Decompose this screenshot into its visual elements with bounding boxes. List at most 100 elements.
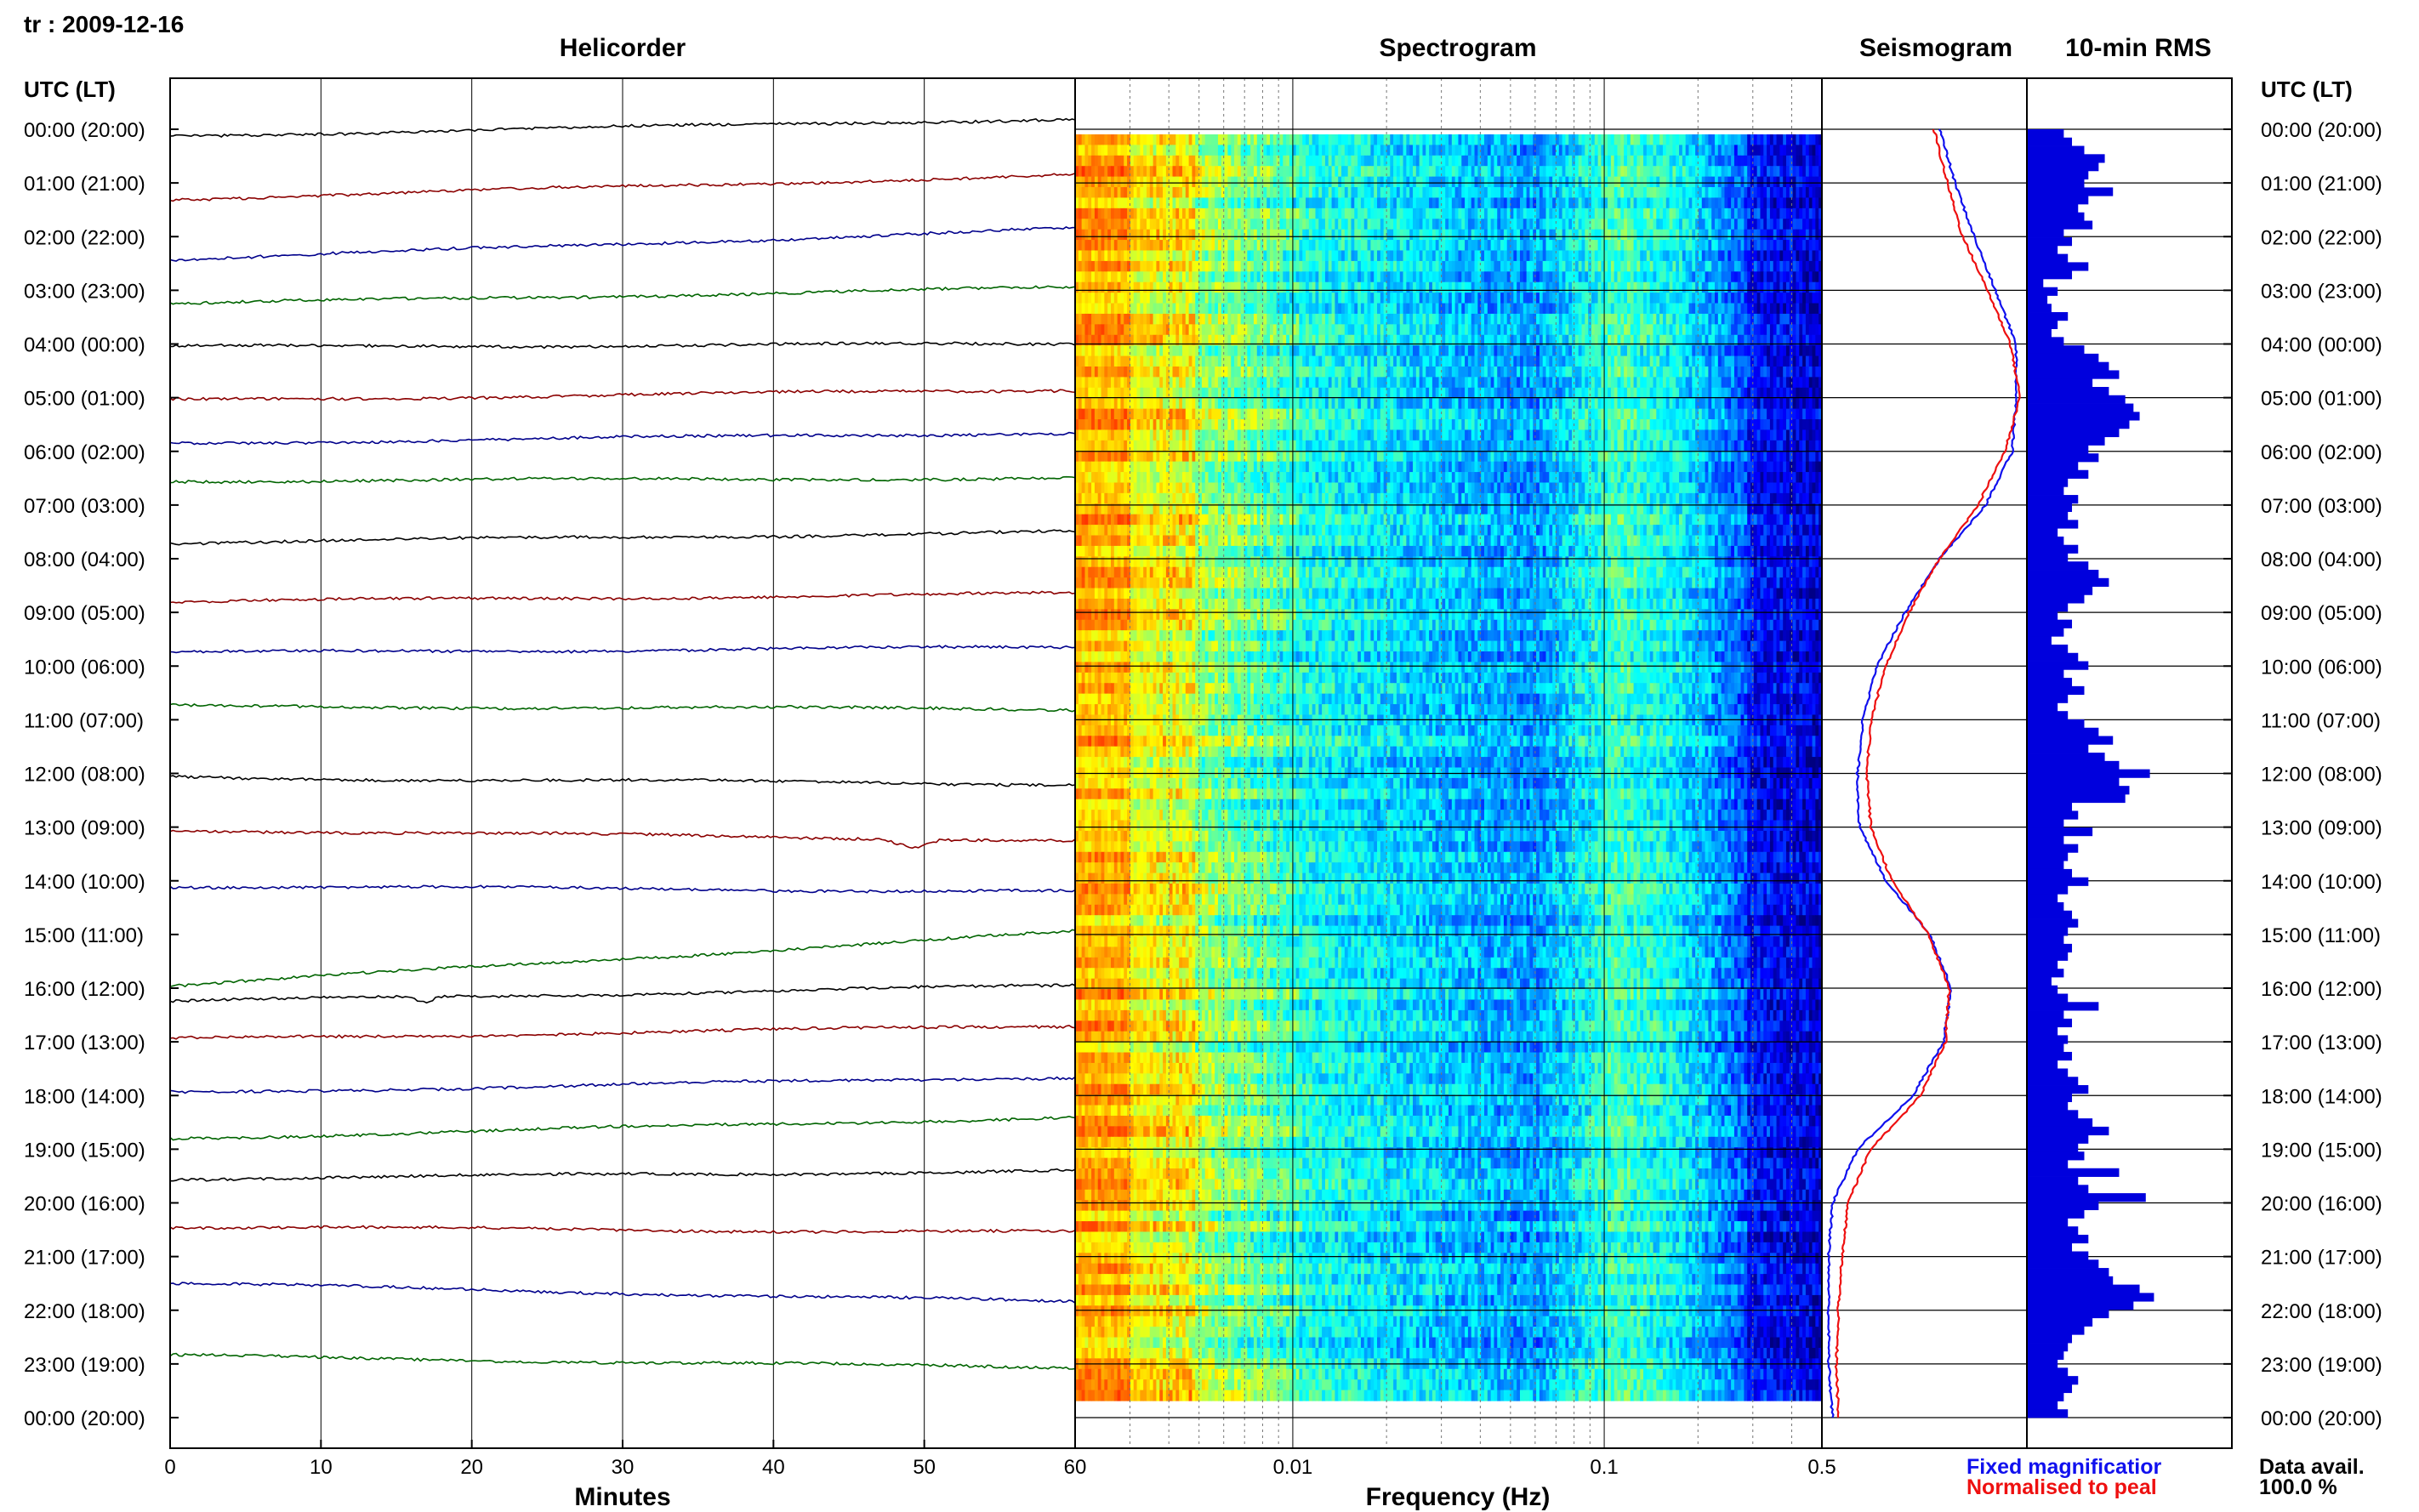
seismogram-title: Seismogram [1859,34,2012,62]
rms-bar [2027,1143,2078,1151]
rms-bar [2027,844,2078,853]
rms-bar [2027,611,2058,620]
hour-tick-right: 15:00 (11:00) [2261,924,2381,947]
rms-bar [2027,744,2088,753]
rms-bars [2027,129,2154,1418]
rms-bar [2027,287,2058,296]
rms-bar [2027,154,2105,162]
rms-bar [2027,196,2088,204]
rms-bar [2027,1367,2068,1376]
hour-tick-left: 13:00 (09:00) [24,817,145,840]
rms-bar [2027,1401,2058,1409]
rms-bar [2027,761,2119,770]
rms-bar [2027,578,2109,587]
rms-bar [2027,420,2130,429]
minute-tick: 10 [310,1456,333,1479]
rms-bar [2027,1052,2072,1060]
rms-bar [2027,1035,2068,1043]
hour-tick-left: 18:00 (14:00) [24,1085,145,1108]
data-availability-value: 100.0 % [2259,1475,2337,1499]
hour-tick-left: 23:00 (19:00) [24,1354,145,1377]
rms-bar [2027,1102,2068,1111]
rms-bar [2027,736,2113,745]
minute-tick: 20 [460,1456,483,1479]
rms-bar [2027,378,2092,387]
rms-bar [2027,894,2058,902]
hour-tick-right: 22:00 (18:00) [2261,1300,2382,1323]
rms-bar [2027,213,2084,221]
rms-bar [2027,429,2119,437]
rms-bar [2027,1310,2109,1318]
hour-tick-right: 23:00 (19:00) [2261,1354,2382,1377]
rms-bar [2027,437,2105,446]
rms-bar [2027,229,2063,237]
rms-bar [2027,1160,2068,1168]
rms-bar [2027,495,2078,503]
right-axis-caption: UTC (LT) [2261,77,2353,102]
rms-bar [2027,702,2058,711]
hour-tick-left: 00:00 (20:00) [24,119,145,142]
hour-tick-left: 19:00 (15:00) [24,1139,145,1162]
rms-bar [2027,1202,2098,1210]
helicorder-xlabel: Minutes [574,1483,670,1511]
hour-tick-left: 03:00 (23:00) [24,280,145,303]
hour-tick-left: 01:00 (21:00) [24,173,145,196]
rms-bar [2027,345,2084,354]
rms-bar [2027,187,2113,196]
rms-bar [2027,329,2052,338]
frequency-tick: 60 [1064,1456,1087,1479]
hour-tick-left: 21:00 (17:00) [24,1247,145,1270]
rms-bar [2027,1259,2098,1268]
rms-bar [2027,1085,2088,1094]
rms-bar [2027,628,2063,636]
rms-bar [2027,1268,2109,1276]
spectrogram-heatmap [1075,134,1823,1401]
rms-bar [2027,1068,2068,1077]
hour-tick-right: 00:00 (20:00) [2261,1407,2382,1430]
hour-tick-left: 00:00 (20:00) [24,1407,145,1430]
rms-bar [2027,911,2072,919]
spectrogram-xlabel: Frequency (Hz) [1366,1483,1551,1511]
hour-tick-left: 12:00 (08:00) [24,764,145,787]
frequency-tick: 0.01 [1273,1456,1313,1479]
rms-bar [2027,1218,2068,1226]
rms-bar [2027,445,2088,453]
rms-bar [2027,803,2072,811]
rms-bar [2027,1235,2088,1243]
hour-tick-right: 04:00 (00:00) [2261,334,2382,357]
rms-bar [2027,162,2098,171]
rms-bar [2027,171,2088,179]
rms-bar [2027,1177,2078,1185]
rms-bar [2027,587,2092,595]
rms-bar [2027,503,2072,512]
rms-bar [2027,129,2063,138]
rms-bar [2027,636,2052,645]
rms-bar [2027,561,2088,570]
rms-title: 10-min RMS [2065,34,2211,62]
hour-tick-right: 00:00 (20:00) [2261,119,2382,142]
rms-bar [2027,1118,2092,1127]
frequency-tick: 0.1 [1590,1456,1618,1479]
rms-bar [2027,537,2063,545]
hour-tick-right: 11:00 (07:00) [2261,709,2381,732]
rms-bar [2027,470,2088,479]
hour-tick-left: 16:00 (12:00) [24,978,145,1001]
hour-tick-left: 10:00 (06:00) [24,656,145,679]
rms-bar [2027,960,2058,969]
hour-tick-right: 20:00 (16:00) [2261,1193,2382,1216]
hour-tick-left: 22:00 (18:00) [24,1300,145,1323]
rms-bar [2027,885,2068,894]
rms-bar [2027,279,2043,287]
minute-tick: 30 [612,1456,635,1479]
rms-bar [2027,695,2068,703]
rms-bar [2027,412,2140,420]
rms-bar [2027,1193,2146,1202]
rms-bar [2027,1094,2072,1102]
rms-bar [2027,146,2084,155]
rms-bar [2027,570,2098,578]
rms-bar [2027,362,2109,371]
rms-bar [2027,952,2068,961]
hour-tick-right: 13:00 (09:00) [2261,817,2382,840]
rms-bar [2027,1343,2068,1351]
rms-bar [2027,553,2068,561]
